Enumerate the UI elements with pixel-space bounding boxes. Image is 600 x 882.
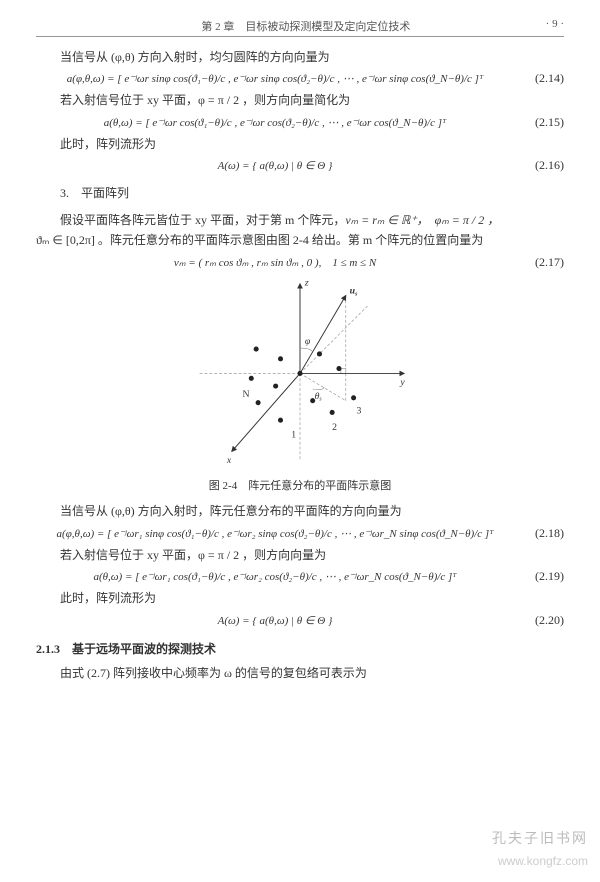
equation-2-17: vₘ = ( rₘ cos ϑₘ , rₘ sin ϑₘ , 0 ), 1 ≤ … — [36, 254, 564, 270]
para-4: 假设平面阵各阵元皆位于 xy 平面，对于第 m 个阵元，vₘ = rₘ ∈ ℝ⁺… — [36, 210, 564, 230]
equation-number: (2.20) — [514, 613, 564, 628]
equation-2-14: a(φ,θ,ω) = [ e⁻ʲωr sinφ cos(ϑ₁−θ)/c , e⁻… — [36, 71, 564, 86]
svg-text:1: 1 — [291, 430, 296, 441]
page-header: 第 2 章 目标被动探测模型及定向定位技术 · 9 · — [36, 18, 564, 37]
para-4b: vₘ = rₘ ∈ ℝ⁺， φₘ = π / 2 ， — [345, 213, 499, 227]
equation-2-15: a(θ,ω) = [ e⁻ʲωr cos(ϑ₁−θ)/c , e⁻ʲωr cos… — [36, 115, 564, 130]
svg-text:φ: φ — [305, 337, 311, 348]
figure-2-4: z y x us φ θs N 1 2 3 — [36, 276, 564, 471]
svg-text:x: x — [226, 455, 232, 466]
section-2-1-3-title: 2.1.3 基于远场平面波的探测技术 — [36, 640, 564, 657]
equation-body: A(ω) = { a(θ,ω) | θ ∈ Θ } — [36, 159, 514, 172]
equation-body: a(φ,θ,ω) = [ e⁻ʲωr₁ sinφ cos(ϑ₁−θ)/c , e… — [36, 527, 514, 540]
figure-caption: 图 2-4 阵元任意分布的平面阵示意图 — [36, 477, 564, 493]
equation-number: (2.17) — [514, 255, 564, 270]
watermark-url: www.kongfz.com — [498, 854, 588, 868]
watermark-text: 孔夫子旧书网 — [492, 828, 588, 848]
equation-body: a(θ,ω) = [ e⁻ʲωr cos(ϑ₁−θ)/c , e⁻ʲωr cos… — [36, 116, 514, 129]
svg-text:θs: θs — [315, 391, 323, 403]
equation-2-16: A(ω) = { a(θ,ω) | θ ∈ Θ } (2.16) — [36, 158, 564, 173]
section-3-title: 3. 平面阵列 — [36, 183, 564, 203]
svg-text:N: N — [243, 389, 250, 400]
page-number: · 9 · — [546, 18, 564, 34]
svg-text:3: 3 — [357, 406, 362, 417]
equation-2-19: a(θ,ω) = [ e⁻ʲωr₁ cos(ϑ₁−θ)/c , e⁻ʲωr₂ c… — [36, 569, 564, 584]
svg-text:z: z — [304, 278, 309, 289]
svg-text:2: 2 — [332, 422, 337, 433]
equation-2-18: a(φ,θ,ω) = [ e⁻ʲωr₁ sinφ cos(ϑ₁−θ)/c , e… — [36, 526, 564, 541]
para-5: ϑₘ ∈ [0,2π] 。阵元任意分布的平面阵示意图由图 2-4 给出。第 m … — [36, 230, 564, 250]
para-7: 若入射信号位于 xy 平面，φ = π / 2 ，则方向向量为 — [36, 545, 564, 565]
equation-number: (2.16) — [514, 158, 564, 173]
svg-text:us: us — [350, 286, 358, 298]
para-3: 此时，阵列流形为 — [36, 134, 564, 154]
para-1: 当信号从 (φ,θ) 方向入射时，均匀圆阵的方向向量为 — [36, 47, 564, 67]
chapter-title: 第 2 章 目标被动探测模型及定向定位技术 — [201, 18, 410, 34]
equation-body: a(θ,ω) = [ e⁻ʲωr₁ cos(ϑ₁−θ)/c , e⁻ʲωr₂ c… — [36, 570, 514, 583]
para-9: 由式 (2.7) 阵列接收中心频率为 ω 的信号的复包络可表示为 — [36, 663, 564, 683]
para-8: 此时，阵列流形为 — [36, 588, 564, 608]
equation-number: (2.14) — [514, 71, 564, 86]
equation-body: a(φ,θ,ω) = [ e⁻ʲωr sinφ cos(ϑ₁−θ)/c , e⁻… — [36, 72, 514, 85]
svg-text:y: y — [399, 377, 405, 388]
equation-number: (2.19) — [514, 569, 564, 584]
para-4a: 假设平面阵各阵元皆位于 xy 平面，对于第 m 个阵元， — [60, 213, 345, 227]
equation-2-20: A(ω) = { a(θ,ω) | θ ∈ Θ } (2.20) — [36, 613, 564, 628]
para-6: 当信号从 (φ,θ) 方向入射时，阵元任意分布的平面阵的方向向量为 — [36, 501, 564, 521]
equation-number: (2.15) — [514, 115, 564, 130]
equation-body: vₘ = ( rₘ cos ϑₘ , rₘ sin ϑₘ , 0 ), 1 ≤ … — [36, 254, 514, 270]
para-2: 若入射信号位于 xy 平面，φ = π / 2 ，则方向向量简化为 — [36, 90, 564, 110]
equation-body: A(ω) = { a(θ,ω) | θ ∈ Θ } — [36, 614, 514, 627]
equation-number: (2.18) — [514, 526, 564, 541]
